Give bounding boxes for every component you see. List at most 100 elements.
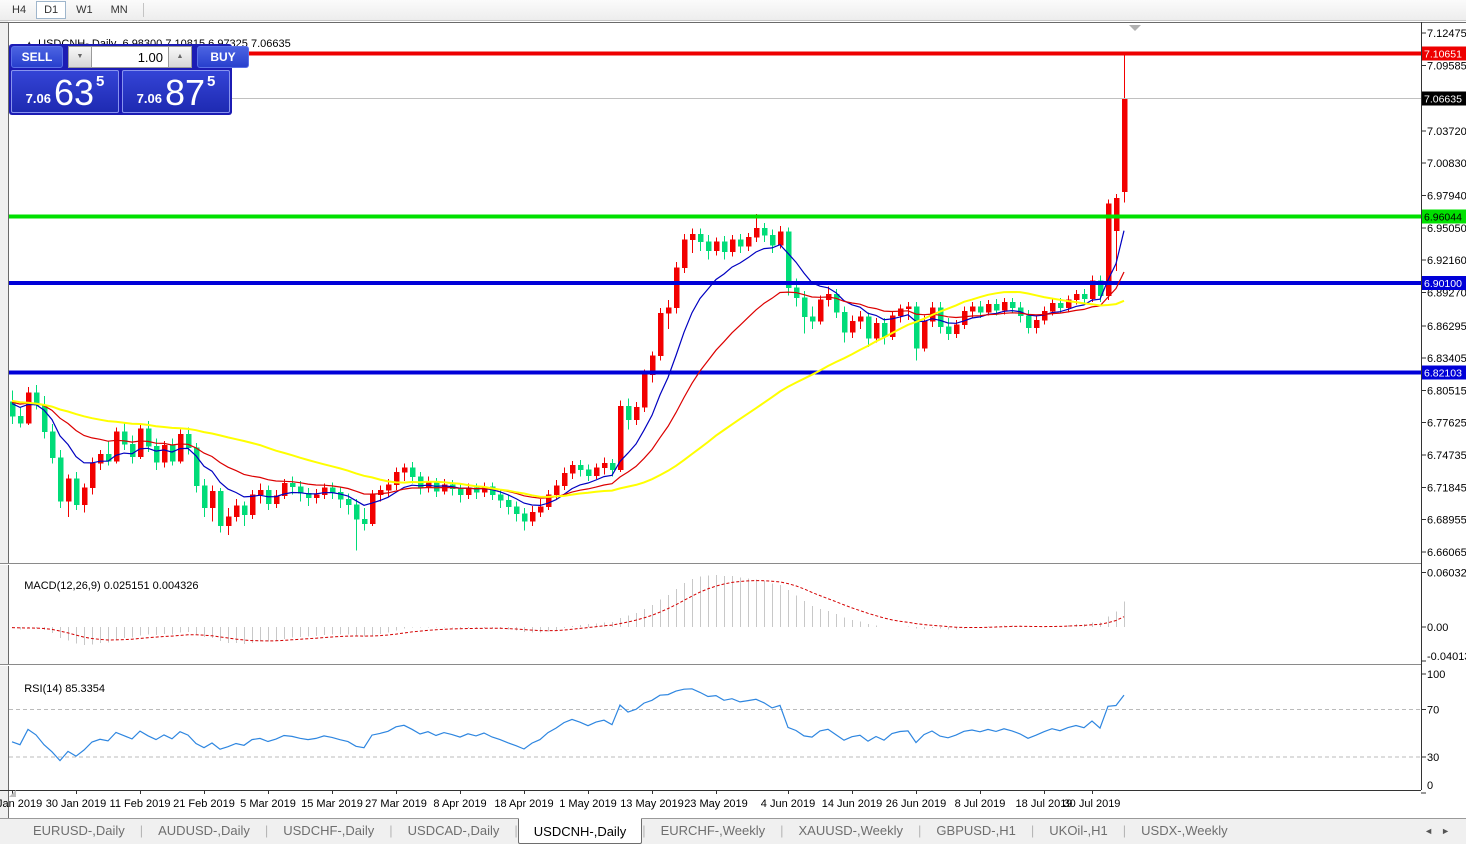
tab-scroll-left-icon[interactable]: ◄ [1424, 826, 1442, 836]
rsi-tick-label: 70 [1427, 705, 1439, 717]
volume-input[interactable] [92, 46, 168, 68]
chart-tab-gbpusd-h1[interactable]: GBPUSD-,H1 [936, 823, 1016, 838]
candle-body [1113, 197, 1120, 231]
timeframe-h4-button[interactable]: H4 [12, 4, 27, 16]
candle-body [1121, 98, 1128, 192]
ma-line-slow [11, 290, 1125, 498]
candle-body [185, 433, 192, 448]
candle-body [1025, 315, 1032, 329]
rsi-panel[interactable] [9, 688, 1421, 762]
rsi-tick-label: 30 [1427, 752, 1439, 764]
chart-tab-usdchf-daily[interactable]: USDCHF-,Daily [283, 823, 375, 838]
date-tick-label: 18 Jul 2019 [1016, 798, 1073, 810]
price-tick-label: 6.95050 [1427, 223, 1466, 235]
chart-tab-eurusd-daily[interactable]: EURUSD-,Daily [33, 823, 125, 838]
candle-body [1065, 299, 1072, 309]
candle-body [1081, 294, 1088, 300]
svg-text:7.06635: 7.06635 [1424, 93, 1462, 105]
candle-body [129, 444, 136, 457]
toolbar-divider [142, 3, 144, 17]
candle-body [401, 467, 408, 473]
candle-body [73, 478, 80, 505]
candlestick-series[interactable] [9, 51, 1128, 551]
chart-tab-usdx-weekly[interactable]: USDX-,Weekly [1141, 823, 1228, 838]
candle-body [505, 499, 512, 508]
tab-separator: | [514, 823, 518, 838]
current-price-chip: 7.06635 [1422, 91, 1466, 106]
candle-body [529, 512, 536, 522]
candle-body [513, 506, 520, 514]
price-tick-label: 6.92160 [1427, 255, 1466, 267]
chart-tab-xauusd-weekly[interactable]: XAUUSD-,Weekly [798, 823, 904, 838]
timeframe-w1-button[interactable]: W1 [76, 4, 93, 16]
candle-body [65, 478, 72, 502]
chart-tab-usdcad-daily[interactable]: USDCAD-,Daily [407, 823, 500, 838]
date-tick-label: 8 Apr 2019 [433, 798, 486, 810]
macd-panel[interactable] [11, 575, 1125, 646]
price-tick-label: 6.77625 [1427, 418, 1466, 430]
collapse-chart-icon[interactable]: ▲ [25, 39, 33, 48]
candle-body [137, 428, 144, 457]
buy-price-prefix: 7.06 [136, 91, 162, 106]
candle-body [177, 433, 184, 462]
candle-body [377, 489, 384, 495]
chart-tab-eurchf-weekly[interactable]: EURCHF-,Weekly [660, 823, 766, 838]
chart-tab-audusd-daily[interactable]: AUDUSD-,Daily [158, 823, 250, 838]
candle-body [545, 494, 552, 508]
svg-text:6.96044: 6.96044 [1424, 212, 1462, 224]
candle-body [385, 484, 392, 491]
horizontal-lines[interactable] [9, 51, 1421, 375]
date-tick-label: 26 Jun 2019 [886, 798, 947, 810]
candle-body [273, 495, 280, 504]
timeframe-mn-button[interactable]: MN [110, 4, 128, 16]
macd-name: MACD(12,26,9) [24, 580, 101, 592]
candle-body [17, 416, 24, 424]
candle-body [977, 306, 984, 313]
candle-body [329, 487, 336, 493]
candle-body [201, 485, 208, 509]
volume-decrease-icon[interactable]: ▼ [68, 46, 92, 68]
buy-price-box[interactable]: 7.06 87 5 [122, 70, 230, 113]
price-tick-label: 6.83405 [1427, 353, 1466, 365]
timeframe-d1-button[interactable]: D1 [36, 1, 67, 19]
timeframe-toolbar: H4 D1 W1 MN [0, 0, 1466, 21]
candle-body [689, 233, 696, 240]
date-tick-label: 4 Jun 2019 [761, 798, 815, 810]
candle-body [257, 489, 264, 495]
candle-body [865, 316, 872, 339]
volume-increase-icon[interactable]: ▲ [168, 46, 192, 68]
price-tick-label: 7.12475 [1427, 28, 1466, 40]
candle-body [601, 463, 608, 468]
candle-body [665, 307, 672, 314]
tab-scroll-buttons: ◄► [1424, 826, 1458, 836]
candle-body [969, 306, 976, 312]
tab-separator: | [1030, 823, 1035, 838]
chart-tab-ukoil-h1[interactable]: UKOil-,H1 [1049, 823, 1108, 838]
candle-body [161, 445, 168, 463]
price-axis[interactable]: 7.12475 7.09585 7.03720 7.00830 6.97940 6.950… [1421, 28, 1466, 794]
svg-text:6.90100: 6.90100 [1424, 278, 1462, 290]
date-tick-label: 1 May 2019 [559, 798, 616, 810]
sell-button[interactable]: SELL [11, 46, 63, 68]
chart-shift-marker-icon[interactable] [1129, 25, 1141, 31]
candle-body [217, 490, 224, 527]
candle-body [345, 498, 352, 505]
buy-price-big: 87 [164, 72, 205, 113]
volume-spinner: ▼ ▲ [68, 46, 192, 68]
resize-grip-icon[interactable] [9, 790, 16, 797]
candle-body [961, 310, 968, 325]
chart-tab-usdcnh-daily[interactable]: USDCNH-,Daily [517, 818, 643, 844]
tab-separator: | [1122, 823, 1127, 838]
candle-body [409, 467, 416, 477]
buy-button[interactable]: BUY [197, 46, 249, 68]
sell-price-box[interactable]: 7.06 63 5 [11, 70, 119, 113]
date-tick-label: 13 May 2019 [620, 798, 684, 810]
candle-body [673, 267, 680, 309]
candle-body [769, 234, 776, 246]
tab-scroll-right-icon[interactable]: ► [1441, 826, 1458, 836]
candle-body [801, 297, 808, 318]
date-tick-label: 18 Apr 2019 [494, 798, 553, 810]
tab-separator: | [780, 823, 784, 838]
